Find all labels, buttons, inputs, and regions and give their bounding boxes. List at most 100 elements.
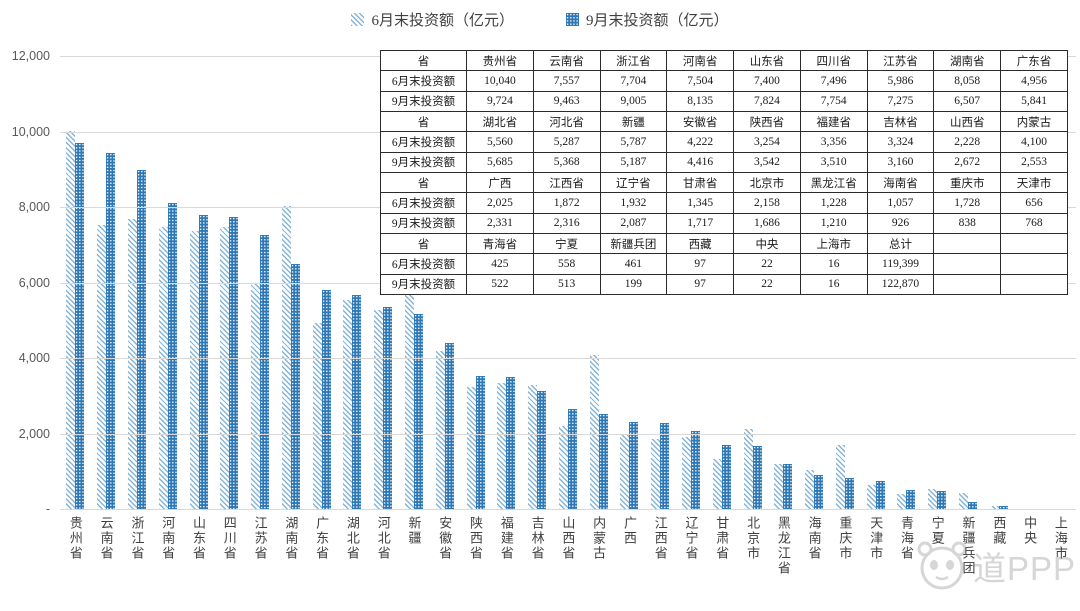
bar-group: [676, 57, 707, 510]
table-cell: 4,416: [666, 151, 735, 173]
jun-hatched-swatch-icon: [351, 13, 365, 26]
table-cell: 8,058: [933, 70, 1002, 92]
bar-jun: [682, 437, 692, 510]
bar-jun: [374, 310, 384, 510]
table-cell: 湖北省: [466, 110, 534, 133]
x-axis-label: 河南省: [160, 516, 176, 561]
table-row: 6月末投资额 10,040 7,557 7,704 7,504 7,400 7,496 5,9…: [380, 70, 1068, 92]
bar-jun: [497, 383, 507, 510]
bar-jun: [989, 506, 999, 510]
bar-group: [183, 57, 214, 510]
table-cell: 吉林省: [866, 110, 935, 133]
x-axis-label: 陕西省: [468, 516, 484, 561]
table-cell: 3,254: [733, 131, 801, 153]
x-label-slot: 西藏: [983, 516, 1014, 576]
bar-group: [152, 57, 183, 510]
table-cell: [933, 253, 1002, 275]
table-cell: 768: [1000, 212, 1068, 234]
x-axis-label: 中央: [1022, 516, 1038, 546]
table-row: 省贵州省 云南省 浙江省 河南省 山东省 四川省 江苏省 湖南省 广东省: [380, 49, 1068, 72]
x-axis-label: 山东省: [191, 516, 207, 561]
data-table: 省贵州省 云南省 浙江省 河南省 山东省 四川省 江苏省 湖南省 广东省 6月末投资额 10,040…: [380, 49, 1068, 295]
x-label-slot: 吉林省: [522, 516, 553, 576]
table-cell: 江苏省: [866, 49, 935, 72]
x-axis-label: 重庆市: [837, 516, 853, 561]
x-label-slot: 新疆: [399, 516, 430, 576]
x-label-slot: 新疆兵团: [953, 516, 984, 576]
table-cell: 16: [799, 253, 868, 275]
table-cell: 22: [733, 253, 801, 275]
bar-sep: [660, 423, 670, 510]
table-cell: 1,345: [666, 192, 735, 214]
bar-jun: [897, 494, 907, 510]
x-label-slot: 山东省: [183, 516, 214, 576]
x-label-slot: 湖北省: [337, 516, 368, 576]
x-axis-label: 内蒙古: [591, 516, 607, 561]
x-axis: 贵州省 云南省 浙江省 河南省 山东省 四川省 江苏省 湖南省 广东省 湖北省 河北省 新疆 安徽省 陕西…: [60, 516, 1076, 576]
table-cell: 7,557: [532, 70, 601, 92]
table-cell: 5,368: [532, 151, 601, 173]
table-cell: 3,356: [799, 131, 868, 153]
bar-jun: [127, 219, 137, 510]
table-cell: 838: [933, 212, 1002, 234]
y-tick-label: 10,000: [11, 124, 50, 139]
table-cell: 1,228: [799, 192, 868, 214]
bar-sep: [136, 170, 146, 510]
bar-group: [553, 57, 584, 510]
table-cell: 1,717: [666, 212, 735, 234]
table-cell: 9月末投资额: [380, 151, 467, 173]
table-cell: 7,496: [799, 70, 868, 92]
bar-jun: [404, 292, 414, 510]
table-cell: 2,087: [599, 212, 668, 234]
bar-sep: [321, 290, 331, 510]
y-tick-label: 2,000: [18, 426, 50, 441]
x-axis-label: 江西省: [652, 516, 668, 561]
table-cell: 四川省: [799, 49, 868, 72]
table-cell: 7,754: [799, 90, 868, 112]
x-axis-label: 海南省: [806, 516, 822, 561]
table-cell: 6月末投资额: [380, 131, 467, 153]
bar-sep: [937, 491, 947, 510]
x-axis-label: 广西: [621, 516, 637, 546]
bar-jun: [620, 434, 630, 510]
table-cell: 省: [380, 110, 467, 133]
table-cell: 5,685: [466, 151, 534, 173]
table-cell: 16: [799, 273, 868, 295]
bar-group: [399, 57, 430, 510]
table-cell: [1000, 273, 1068, 295]
table-cell: 199: [599, 273, 668, 295]
bar-group: [830, 57, 861, 510]
x-label-slot: 上海市: [1045, 516, 1076, 576]
x-axis-label: 山西省: [560, 516, 576, 561]
watermark-text: 道PPP: [972, 550, 1076, 587]
bar-sep: [752, 446, 762, 510]
gridline: [60, 509, 1076, 510]
bar-group: [983, 57, 1014, 510]
gridline: [60, 433, 1076, 435]
table-cell: 6月末投资额: [380, 70, 467, 92]
table-cell: 7,400: [733, 70, 801, 92]
table-cell: 522: [466, 273, 534, 295]
x-axis-label: 江苏省: [252, 516, 268, 561]
table-cell: 江西省: [532, 171, 601, 194]
table-row: 6月末投资额 5,560 5,287 5,787 4,222 3,254 3,356 3,32…: [380, 131, 1068, 153]
table-cell: 内蒙古: [1000, 110, 1068, 133]
x-axis-label: 新疆兵团: [960, 516, 976, 576]
bar-jun: [805, 470, 815, 510]
x-axis-label: 河北省: [375, 516, 391, 561]
table-cell: 6,507: [933, 90, 1002, 112]
table-cell: 3,510: [799, 151, 868, 173]
table-cell: 558: [532, 253, 601, 275]
x-label-slot: 贵州省: [60, 516, 91, 576]
x-label-slot: 湖南省: [275, 516, 306, 576]
table-cell: 3,324: [866, 131, 935, 153]
bar-group: [583, 57, 614, 510]
bar-sep: [229, 217, 239, 510]
x-label-slot: 山西省: [553, 516, 584, 576]
table-cell: 山东省: [733, 49, 801, 72]
watermark: 道PPP: [915, 539, 1076, 593]
table-cell: 贵州省: [466, 49, 534, 72]
table-cell: 上海市: [799, 232, 868, 255]
legend-jun-label: 6月末投资额（亿元）: [371, 13, 514, 29]
x-label-slot: 海南省: [799, 516, 830, 576]
